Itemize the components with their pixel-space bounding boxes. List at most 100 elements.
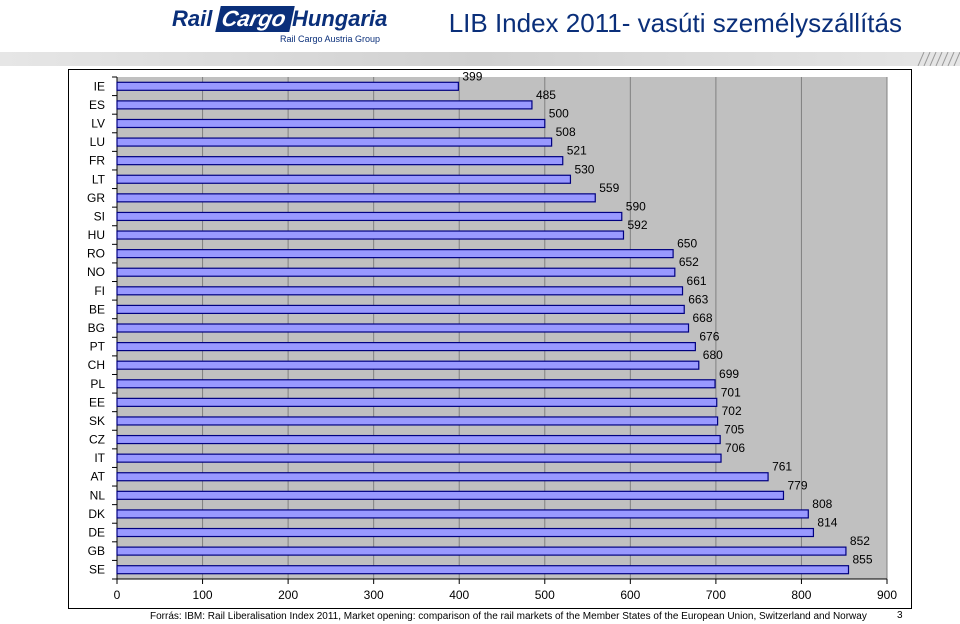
data-label-EE: 701 [721,385,741,399]
bar-BG [116,323,690,333]
y-tick-label-FR: FR [89,154,105,168]
x-tick-label-400: 400 [449,588,469,602]
x-tick-label-300: 300 [364,588,384,602]
bar-IT [116,453,722,463]
source-note: Forrás: IBM: Rail Liberalisation Index 2… [150,611,867,622]
x-tick-label-0: 0 [114,588,121,602]
y-tick-label-LU: LU [90,135,105,149]
y-tick-label-BE: BE [89,302,105,316]
bar-CZ [116,434,721,445]
data-label-LV: 500 [549,106,569,120]
data-label-PL: 699 [719,367,739,381]
data-label-GR: 559 [599,181,619,195]
y-tick-label-SE: SE [89,563,105,577]
data-label-IT: 706 [725,441,745,455]
bar-LV [116,118,546,129]
lib-index-bar-chart: 399 IE 485 ES 500 LV 508 LU 521 FR 530 LT 559 GR 590 SI… [87,69,897,602]
y-tick-label-CZ: CZ [89,433,105,447]
y-tick-label-IE: IE [94,79,105,93]
bar-GB [116,546,847,556]
data-label-LU: 508 [556,125,576,139]
bar-BE [116,304,685,315]
y-tick-label-GB: GB [88,544,105,558]
bar-SE [116,565,850,575]
bar-LU [116,137,553,147]
y-tick-label-LT: LT [92,172,106,186]
bar-GR [116,193,596,203]
bar-PT [116,341,696,352]
bar-FR [116,156,564,166]
data-label-GB: 852 [850,534,870,548]
bar-LT [116,174,572,184]
x-tick-label-800: 800 [791,588,811,602]
x-tick-label-600: 600 [620,588,640,602]
data-label-PT: 676 [699,330,719,344]
data-label-CH: 680 [703,348,723,362]
bar-AT [116,472,769,482]
y-tick-label-GR: GR [87,191,105,205]
logo-subtitle: Rail Cargo Austria Group [280,34,381,44]
bar-EE [116,397,718,407]
data-label-BE: 663 [688,292,708,306]
bar-SI [116,211,623,222]
y-tick-label-PT: PT [90,340,106,354]
y-tick-label-NO: NO [87,265,105,279]
bar-ES [116,100,533,110]
x-tick-label-200: 200 [278,588,298,602]
y-tick-label-AT: AT [91,470,106,484]
bar-NO [116,267,676,277]
data-label-DE: 814 [817,516,837,530]
rail-cargo-hungaria-logo: Rail Cargo Hungaria Rail Cargo Austria Gr… [172,6,392,46]
data-label-FR: 521 [567,144,587,158]
y-tick-label-SI: SI [94,209,105,223]
data-label-SE: 855 [853,553,873,567]
logo-hungaria-text: Hungaria [292,6,388,31]
bar-DE [116,527,815,538]
y-tick-label-FI: FI [94,284,105,298]
y-tick-label-BG: BG [88,321,105,335]
bar-HU [116,230,625,240]
data-label-BG: 668 [693,311,713,325]
x-tick-label-100: 100 [193,588,213,602]
bar-DK [116,509,809,519]
data-label-FI: 661 [687,274,707,288]
y-tick-label-EE: EE [89,395,105,409]
data-label-LT: 530 [574,162,594,176]
bar-FI [116,286,684,296]
bar-CH [116,360,700,370]
logo-rail-text: Rail [172,6,213,31]
page-number: 3 [897,610,903,621]
y-tick-label-CH: CH [88,358,105,372]
logo-wordmark: Rail Cargo Hungaria [172,6,387,32]
y-tick-label-LV: LV [91,116,105,130]
y-tick-label-RO: RO [87,247,105,261]
data-label-HU: 592 [627,218,647,232]
bar-RO [116,249,674,259]
x-tick-label-500: 500 [535,588,555,602]
x-tick-label-700: 700 [706,588,726,602]
bar-SK [116,416,719,426]
data-label-DK: 808 [812,497,832,511]
x-tick-label-900: 900 [877,588,897,602]
data-label-NO: 652 [679,255,699,269]
data-label-NL: 779 [787,478,807,492]
data-label-SI: 590 [626,199,646,213]
y-tick-label-ES: ES [89,98,105,112]
data-label-RO: 650 [677,237,697,251]
y-tick-label-DK: DK [88,507,105,521]
data-label-SK: 702 [722,404,742,418]
data-label-IE: 399 [462,70,482,83]
y-tick-label-HU: HU [88,228,105,242]
y-tick-label-NL: NL [90,488,106,502]
data-label-ES: 485 [536,88,556,102]
y-tick-label-DE: DE [88,526,105,540]
y-tick-label-IT: IT [94,451,105,465]
bar-IE [116,81,459,91]
decorative-stripe [0,52,960,66]
bar-PL [116,379,716,389]
data-label-CZ: 705 [724,423,744,437]
bar-NL [116,490,785,500]
header: Rail Cargo Hungaria Rail Cargo Austria Gr… [0,0,960,50]
y-tick-label-PL: PL [90,377,105,391]
chart-frame: 399 IE 485 ES 500 LV 508 LU 521 FR 530 LT 559 GR 590 SI… [68,69,912,609]
